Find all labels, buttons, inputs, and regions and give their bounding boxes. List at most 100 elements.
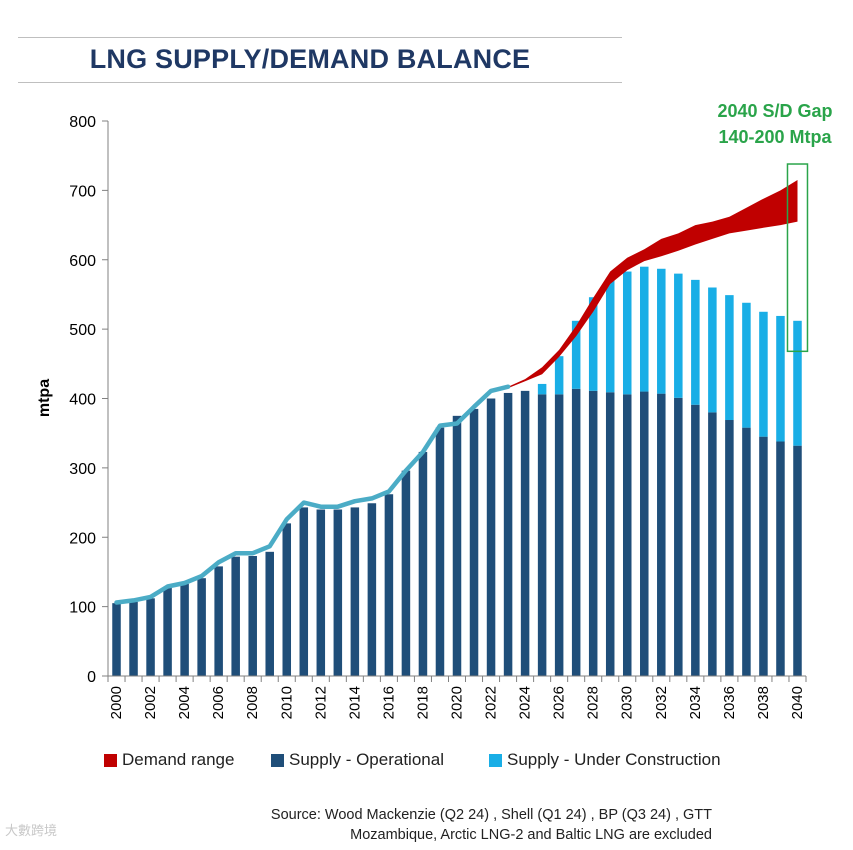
bar-operational-2017 (401, 470, 411, 676)
title-rule-bottom (18, 82, 622, 83)
x-tick-label-2020: 2020 (449, 686, 466, 719)
bar-operational-2013 (333, 509, 343, 676)
bar-operational-2008 (248, 555, 257, 676)
bar-construction-2035 (708, 287, 717, 413)
y-tick-label-400: 400 (69, 392, 96, 409)
bar-operational-2028 (588, 390, 598, 676)
gap-annotation-line2: 140-200 Mtpa (718, 127, 832, 147)
chart-title: LNG SUPPLY/DEMAND BALANCE (89, 44, 531, 74)
bar-operational-2007 (231, 556, 240, 676)
y-tick-label-500: 500 (69, 322, 96, 339)
y-axis-title: mtpa (36, 379, 53, 417)
legend-swatch-demand (104, 753, 117, 767)
x-tick-label-2014: 2014 (346, 686, 363, 719)
gap-annotation-box (786, 163, 809, 353)
x-tick-label-2002: 2002 (142, 686, 159, 719)
bar-construction-2039 (776, 315, 785, 442)
demand-line-layer (114, 384, 511, 605)
source-note: Source: Wood Mackenzie (Q2 24) , Shell (… (200, 805, 712, 845)
bar-operational-2033 (674, 397, 683, 676)
bar-operational-2040 (793, 445, 802, 676)
y-tick-label-300: 300 (69, 461, 96, 478)
bar-construction-2028 (588, 297, 598, 391)
bar-construction-2026 (554, 356, 564, 395)
gap-annotation-line1: 2040 S/D Gap (717, 101, 833, 121)
bar-operational-2020 (452, 415, 462, 676)
annotation-layer (786, 163, 809, 353)
bar-operational-2009 (265, 551, 274, 676)
title-rule-top (18, 37, 622, 38)
bar-construction-2033 (674, 273, 683, 398)
bar-operational-2039 (776, 441, 785, 676)
bar-operational-2037 (742, 427, 751, 676)
bar-construction-2031 (640, 266, 649, 392)
bar-operational-2001 (129, 601, 138, 676)
x-tick-label-2040: 2040 (789, 686, 806, 719)
x-tick-label-2030: 2030 (619, 686, 636, 719)
legend-item-construction: Supply - Under Construction (489, 748, 721, 772)
x-tick-label-2022: 2022 (483, 686, 500, 719)
x-tick-label-2032: 2032 (653, 686, 670, 719)
bar-operational-2016 (384, 494, 394, 676)
y-tick-label-100: 100 (69, 600, 96, 617)
bar-operational-2000 (112, 603, 121, 676)
y-tick-label-0: 0 (87, 669, 96, 686)
bar-operational-2027 (571, 388, 581, 676)
bar-construction-2038 (759, 311, 768, 437)
bar-construction-2036 (725, 295, 734, 421)
x-tick-label-2008: 2008 (244, 686, 261, 719)
bar-construction-2034 (691, 279, 700, 405)
x-tick-label-2016: 2016 (380, 686, 397, 719)
bar-operational-2032 (657, 393, 666, 676)
bar-operational-2015 (367, 503, 377, 676)
demand-range-band (508, 180, 798, 389)
bar-operational-2034 (691, 404, 700, 676)
bar-operational-2010 (282, 523, 292, 676)
bar-construction-2032 (657, 268, 666, 394)
bar-operational-2012 (316, 509, 326, 676)
demand-line (114, 384, 511, 605)
y-tick-label-200: 200 (69, 530, 96, 547)
bar-operational-2006 (214, 566, 223, 676)
bar-operational-2019 (435, 427, 445, 676)
bar-operational-2025 (537, 394, 547, 676)
bar-operational-2026 (554, 394, 564, 676)
legend-label-construction: Supply - Under Construction (507, 750, 721, 769)
legend-label-operational: Supply - Operational (289, 750, 444, 769)
source-line-1: Source: Wood Mackenzie (Q2 24) , Shell (… (270, 807, 712, 823)
bar-operational-2038 (759, 436, 768, 676)
x-tick-label-2012: 2012 (312, 686, 329, 719)
x-tick-label-2018: 2018 (414, 686, 431, 719)
bar-operational-2036 (725, 420, 734, 676)
x-tick-label-2034: 2034 (687, 686, 704, 719)
axes-layer: 0 100 200 300 400 500 600 700 800 2000 2002 2004 200… (36, 114, 807, 719)
bar-operational-2003 (163, 587, 172, 676)
x-tick-label-2038: 2038 (755, 686, 772, 719)
x-tick-label-2026: 2026 (551, 686, 568, 719)
bar-operational-2021 (469, 408, 479, 676)
bar-operational-2011 (299, 507, 309, 676)
bar-operational-2024 (520, 390, 530, 676)
x-tick-label-2024: 2024 (517, 686, 534, 719)
bar-operational-2014 (350, 507, 360, 676)
bar-operational-2030 (622, 394, 632, 676)
bar-construction-2037 (742, 302, 751, 428)
bars-layer (112, 266, 802, 676)
bar-operational-2029 (605, 392, 615, 676)
source-line-2: Mozambique, Arctic LNG-2 and Baltic LNG … (350, 827, 712, 843)
x-tick-label-2000: 2000 (108, 686, 125, 719)
watermark: 大數跨境 (5, 823, 58, 838)
bar-operational-2023 (503, 392, 513, 676)
bar-construction-2029 (605, 277, 615, 393)
bar-construction-2030 (622, 271, 632, 395)
legend-swatch-construction (489, 753, 502, 767)
legend-label-demand: Demand range (122, 750, 235, 769)
legend-item-operational: Supply - Operational (271, 748, 444, 772)
bar-construction-2025 (537, 383, 547, 395)
bar-operational-2018 (418, 451, 428, 676)
x-tick-label-2028: 2028 (585, 686, 602, 719)
bar-operational-2002 (146, 598, 155, 676)
bar-construction-2027 (571, 320, 581, 389)
bar-operational-2035 (708, 412, 717, 676)
